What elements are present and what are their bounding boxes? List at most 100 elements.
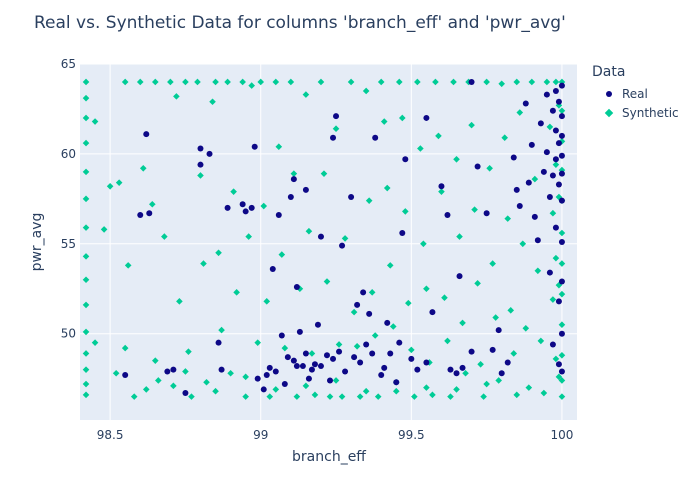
- real-point: [182, 390, 189, 397]
- synthetic-point: [121, 344, 129, 352]
- synthetic-point: [254, 339, 262, 346]
- real-point: [546, 269, 553, 276]
- synthetic-point: [374, 393, 382, 400]
- real-point: [317, 363, 324, 370]
- synthetic-point: [341, 235, 349, 242]
- synthetic-point: [200, 260, 207, 267]
- real-point: [558, 368, 565, 375]
- synthetic-point: [203, 378, 210, 386]
- synthetic-point: [257, 78, 265, 86]
- synthetic-point: [392, 387, 400, 395]
- real-point: [555, 140, 562, 147]
- synthetic-point: [293, 393, 301, 400]
- real-point: [558, 330, 565, 337]
- real-point: [263, 372, 270, 379]
- synthetic-point: [558, 260, 566, 267]
- synthetic-point: [82, 224, 90, 231]
- real-point: [555, 298, 562, 305]
- real-point: [260, 386, 267, 393]
- real-point: [143, 131, 150, 138]
- synthetic-point: [438, 188, 445, 195]
- synthetic-point: [82, 350, 90, 357]
- y-tick-label: 65: [61, 57, 76, 71]
- synthetic-point: [272, 386, 280, 393]
- legend: Data Real Synthetic: [592, 64, 679, 122]
- real-point: [537, 120, 544, 127]
- synthetic-point: [332, 125, 340, 133]
- synthetic-point: [91, 339, 99, 346]
- synthetic-point: [91, 118, 99, 125]
- synthetic-point: [531, 175, 539, 183]
- real-point: [447, 366, 454, 373]
- real-point: [453, 370, 460, 377]
- real-point: [456, 273, 463, 280]
- synthetic-point: [453, 386, 460, 393]
- real-point: [366, 310, 373, 317]
- real-point: [333, 113, 340, 120]
- synthetic-point: [543, 78, 551, 86]
- synthetic-point: [82, 114, 90, 122]
- real-point: [408, 355, 415, 362]
- synthetic-point: [552, 78, 560, 86]
- synthetic-point: [350, 308, 358, 316]
- real-point: [468, 78, 475, 85]
- legend-label-real: Real: [622, 86, 648, 101]
- synthetic-point: [495, 377, 502, 384]
- synthetic-point: [311, 391, 319, 399]
- real-point: [311, 361, 318, 368]
- x-tick-label: 98.5: [97, 428, 124, 442]
- synthetic-point: [444, 337, 451, 345]
- synthetic-point: [365, 197, 373, 204]
- real-point: [555, 98, 562, 105]
- real-point: [287, 194, 294, 201]
- real-point: [555, 361, 562, 368]
- synthetic-point: [435, 132, 442, 140]
- legend-swatch-real: [592, 90, 622, 97]
- synthetic-point: [218, 326, 225, 334]
- legend-item-synthetic[interactable]: Synthetic: [592, 103, 679, 122]
- real-point: [363, 341, 370, 348]
- y-tick-label: 60: [61, 147, 76, 161]
- synthetic-point: [477, 360, 484, 368]
- synthetic-point: [534, 267, 542, 275]
- real-point: [251, 143, 258, 150]
- synthetic-point: [398, 114, 406, 122]
- legend-item-real[interactable]: Real: [592, 84, 679, 103]
- synthetic-point: [386, 262, 394, 269]
- synthetic-point: [275, 143, 283, 151]
- real-point: [327, 377, 334, 384]
- real-point: [336, 348, 343, 355]
- synthetic-point: [480, 393, 487, 400]
- synthetic-point: [176, 298, 183, 305]
- real-point: [284, 354, 291, 361]
- real-point: [402, 156, 409, 163]
- real-point: [534, 237, 541, 244]
- synthetic-point: [380, 118, 388, 125]
- synthetic-point: [82, 380, 90, 388]
- synthetic-point: [423, 285, 430, 293]
- real-point: [305, 375, 312, 382]
- synthetic-point: [558, 229, 566, 237]
- synthetic-point: [139, 164, 147, 172]
- synthetic-point: [239, 78, 246, 86]
- real-point: [137, 212, 144, 219]
- synthetic-point: [423, 384, 430, 391]
- synthetic-point: [82, 301, 90, 309]
- synthetic-point: [362, 387, 370, 395]
- synthetic-point: [278, 251, 286, 258]
- synthetic-point: [558, 290, 566, 298]
- synthetic-point: [498, 80, 505, 88]
- synthetic-point: [483, 380, 490, 388]
- synthetic-point: [377, 78, 385, 86]
- x-axis-ticks: 98.5 99 99.5 100: [97, 428, 574, 442]
- real-point: [516, 203, 523, 210]
- synthetic-point: [368, 289, 376, 296]
- synthetic-point: [82, 366, 90, 373]
- synthetic-point: [558, 107, 566, 115]
- synthetic-point: [552, 254, 560, 262]
- synthetic-point: [513, 78, 521, 86]
- real-point: [549, 341, 556, 348]
- synthetic-point: [266, 393, 274, 400]
- real-point: [248, 204, 255, 211]
- synthetic-point: [305, 227, 313, 235]
